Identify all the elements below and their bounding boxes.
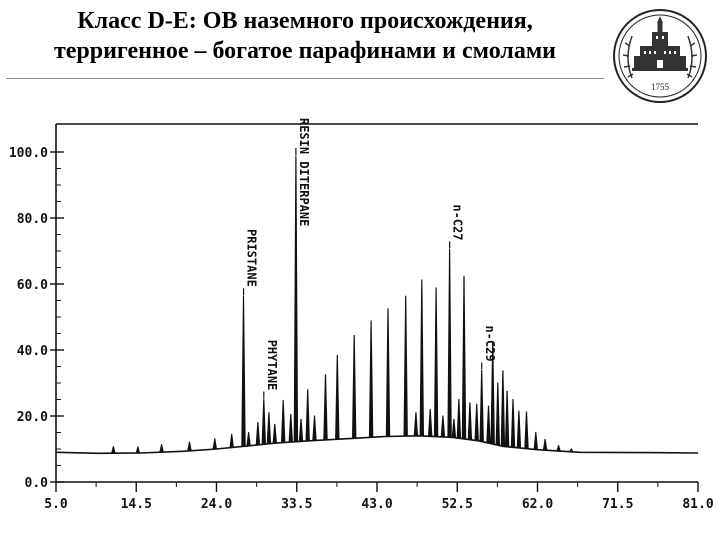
x-tick-label: 24.0 [201,497,232,512]
chromatogram-peak [212,438,217,450]
chromatogram-peak [428,408,433,437]
chromatogram-peak [419,279,424,436]
chromatogram-peak [255,422,261,445]
chromatogram-peak [479,369,484,442]
chromatogram-peak [293,155,299,442]
y-tick-label: 40.0 [17,344,48,359]
y-tick-label: 0.0 [25,476,49,491]
chromatogram-peak [467,402,473,440]
chromatogram-peak [451,418,457,438]
chromatogram-peak [111,446,116,454]
chromatogram-peak [288,413,293,443]
y-tick-label: 100.0 [9,146,48,161]
chromatogram-peak [135,446,141,454]
peak-annotations: PRISTANE PHYTANE RESIN DITERPANE n-C27 n-C29 [242,118,497,399]
chromatogram-peak [533,431,538,450]
chromatogram-peaks [111,155,574,454]
chromatogram-peak [500,370,506,447]
y-tick-label: 80.0 [17,212,48,227]
chromatogram-peak [368,320,374,438]
x-tick-label: 62.0 [522,497,553,512]
y-tick-label: 20.0 [17,410,48,425]
chromatogram-peak [298,418,304,442]
chromatogram-peak [433,287,439,437]
chromatogram-peak [261,398,266,445]
chromatogram-peak [335,354,340,440]
y-ticks: 0.0 20.0 40.0 60.0 80.0 100.0 [9,146,64,491]
chromatogram-peak [556,445,561,452]
chromatogram-peak [187,441,192,451]
chromatogram-peak [312,415,317,441]
chromatogram-peak [229,433,234,448]
chromatogram-chart: 0.0 20.0 40.0 60.0 80.0 100.0 5.0 14.5 24.0 33.5… [9,118,714,512]
title-divider [6,78,604,79]
x-ticks: 5.0 14.5 24.0 33.5 43.0 52.5 62.0 71.5 81.0 [44,482,714,512]
chromatogram-peak [542,438,548,451]
chromatogram-peak [524,411,529,449]
chromatogram-peak [440,415,446,438]
chromatogram-peak [246,431,251,446]
chromatogram-peak [490,341,495,444]
chromatogram-peak [305,389,310,441]
chromatogram-peak [461,275,467,439]
chromatogram-peak [474,403,479,441]
chromatogram-peak [241,295,246,447]
peak-annotation-label: PRISTANE [245,229,259,287]
chromatogram-peak [486,405,491,444]
x-tick-label: 43.0 [361,497,392,512]
chromatogram-peak [569,448,574,453]
chromatogram-peak [447,248,452,438]
slide-title-line-1: Класс D-E: ОВ наземного происхождения, [77,8,533,34]
y-tick-label: 60.0 [17,278,48,293]
chromatogram-peak [272,423,277,444]
chromatogram-peak [495,382,500,446]
university-seal-logo: 1755 [613,9,707,103]
chromatogram-peak [510,398,516,448]
peak-annotation-label: RESIN DITERPANE [297,118,311,226]
peak-annotation-label: n-C29 [483,325,497,361]
x-tick-label: 71.5 [602,497,633,512]
chromatogram-peak [516,410,522,448]
chromatogram-peak [385,308,391,437]
chromatogram-peak [504,390,510,447]
peak-annotation-label: n-C27 [451,204,465,240]
x-tick-label: 14.5 [121,497,152,512]
chromatogram-baseline [55,434,699,455]
chromatogram-peak [403,295,408,437]
x-tick-label: 52.5 [442,497,473,512]
x-tick-label: 33.5 [281,497,312,512]
chromatogram-peak [159,444,164,453]
chromatogram-peak [456,398,462,439]
seal-year-text: 1755 [651,82,670,92]
chromatogram-peak [413,412,419,436]
chromatogram-peak [266,412,272,444]
x-tick-label: 81.0 [682,497,713,512]
peak-annotation-label: PHYTANE [265,340,279,391]
chromatogram-peak [281,399,286,443]
chromatogram-peak [323,374,328,440]
chromatogram-peak [352,334,357,439]
slide-title-line-2: терригенное – богатое парафинами и смола… [53,38,557,64]
x-tick-label: 5.0 [44,497,68,512]
